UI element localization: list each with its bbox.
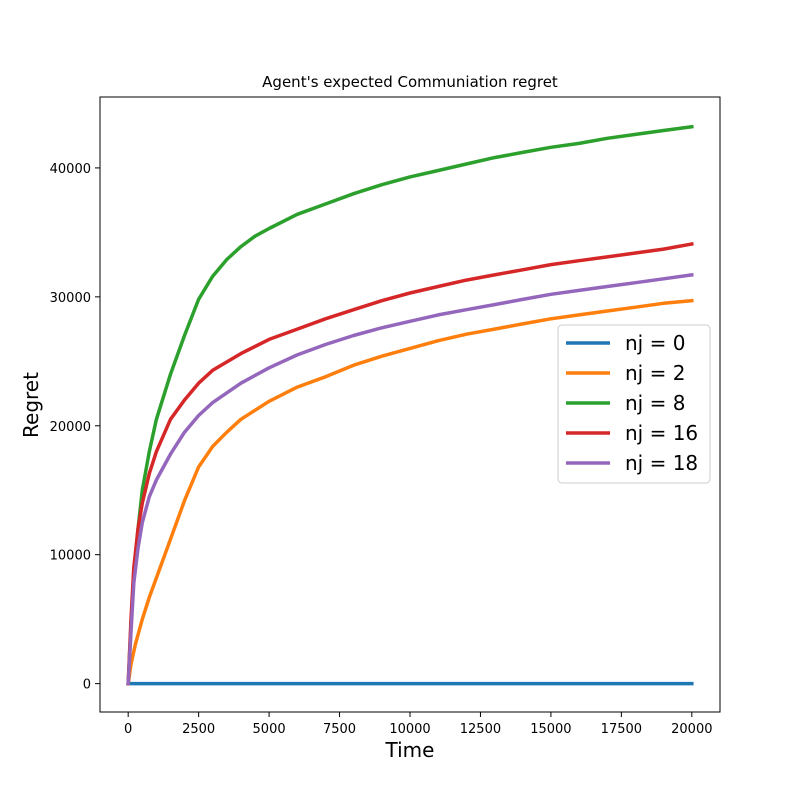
chart-title: Agent's expected Communiation regret (262, 73, 558, 91)
x-tick-label: 0 (124, 722, 132, 737)
x-tick-label: 15000 (530, 722, 571, 737)
legend: nj = 0 nj = 2 nj = 8 nj = 16 nj = 18 (557, 324, 711, 484)
legend-label: nj = 2 (625, 361, 685, 385)
x-tick-label: 2500 (182, 722, 215, 737)
x-tick-label: 7500 (323, 722, 356, 737)
x-tick-label: 17500 (601, 722, 642, 737)
x-tick-label: 5000 (253, 722, 286, 737)
y-axis-ticks: 0 10000 20000 30000 40000 (50, 162, 100, 693)
x-tick-label: 12500 (460, 722, 501, 737)
y-tick-label: 30000 (50, 291, 91, 306)
series-line-1 (126, 298, 694, 686)
x-axis-label: Time (385, 738, 435, 762)
series-lines (126, 124, 694, 686)
y-tick-label: 0 (83, 678, 91, 693)
x-tick-label: 20000 (671, 722, 712, 737)
legend-label: nj = 18 (625, 451, 698, 475)
series-line-2 (126, 124, 694, 686)
x-axis-ticks: 0 2500 5000 7500 10000 12500 15000 17500 20000 (124, 712, 712, 737)
y-axis-label: Regret (19, 372, 43, 438)
y-tick-label: 10000 (50, 549, 91, 564)
y-tick-label: 40000 (50, 162, 91, 177)
legend-label: nj = 8 (625, 391, 685, 415)
series-line-3 (126, 241, 694, 686)
legend-label: nj = 0 (625, 331, 685, 355)
legend-box (557, 324, 711, 484)
legend-label: nj = 16 (625, 421, 698, 445)
series-line-4 (126, 272, 694, 686)
x-tick-label: 10000 (389, 722, 430, 737)
y-tick-label: 20000 (50, 420, 91, 435)
